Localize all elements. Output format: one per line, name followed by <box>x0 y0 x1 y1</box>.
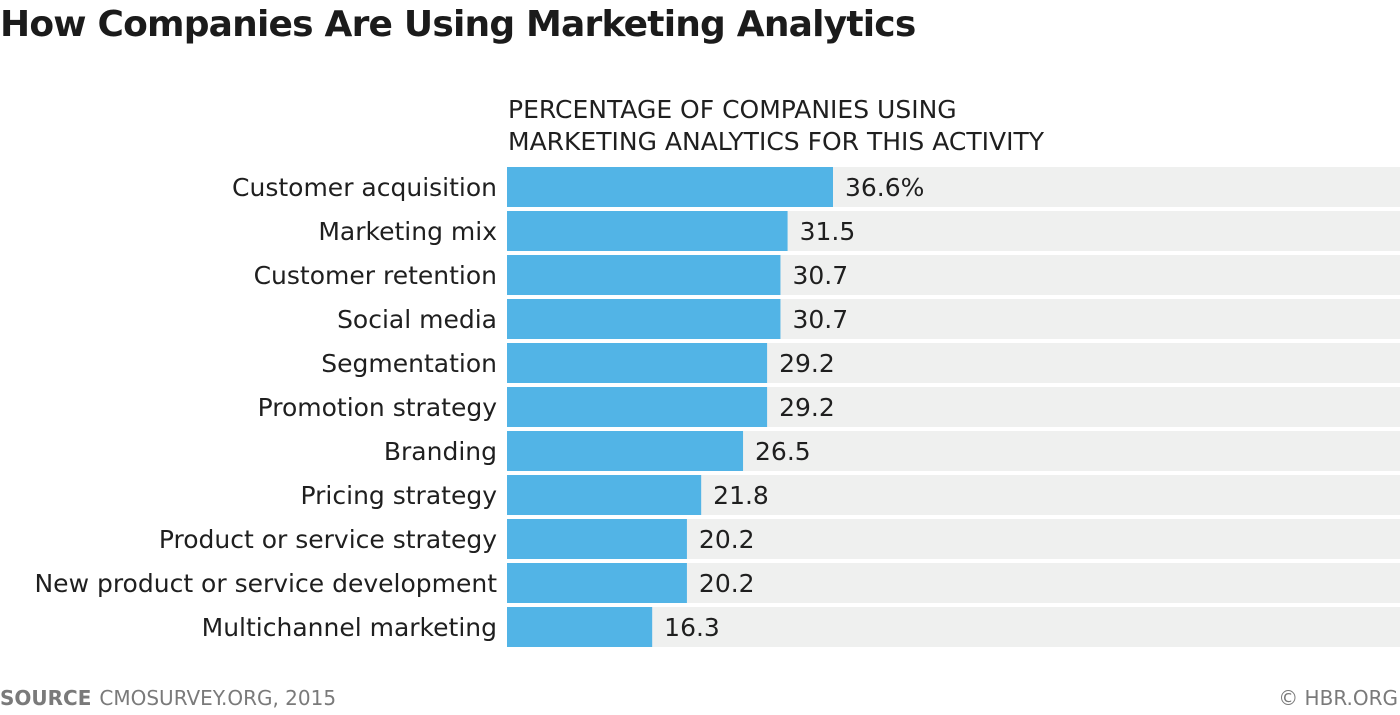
value-label: 16.3 <box>664 613 720 642</box>
bar <box>507 211 788 251</box>
bar <box>507 475 702 515</box>
category-label: Social media <box>337 305 497 334</box>
category-label: Customer acquisition <box>232 173 497 202</box>
bar <box>507 299 781 339</box>
bar <box>507 607 653 647</box>
copyright: © HBR.ORG <box>1278 686 1398 710</box>
value-label: 21.8 <box>713 481 769 510</box>
value-label: 29.2 <box>779 349 835 378</box>
source-note: SOURCE CMOSURVEY.ORG, 2015 <box>0 686 336 710</box>
value-label: 36.6% <box>845 173 924 202</box>
chart-subtitle: PERCENTAGE OF COMPANIES USING MARKETING … <box>508 94 1044 158</box>
value-label: 31.5 <box>800 217 856 246</box>
category-label: Multichannel marketing <box>202 613 497 642</box>
category-label: New product or service development <box>34 569 497 598</box>
value-label: 20.2 <box>699 569 755 598</box>
category-label: Product or service strategy <box>159 525 497 554</box>
source-label: SOURCE <box>0 686 92 710</box>
bar <box>507 255 781 295</box>
category-label: Promotion strategy <box>258 393 498 422</box>
value-label: 30.7 <box>792 261 848 290</box>
value-label: 29.2 <box>779 393 835 422</box>
bar <box>507 387 768 427</box>
bar <box>507 167 833 207</box>
category-label: Pricing strategy <box>301 481 498 510</box>
value-label: 30.7 <box>792 305 848 334</box>
subtitle-line-2: MARKETING ANALYTICS FOR THIS ACTIVITY <box>508 127 1045 156</box>
bar <box>507 519 687 559</box>
category-label: Branding <box>384 437 497 466</box>
value-label: 20.2 <box>699 525 755 554</box>
bar <box>507 563 687 603</box>
bar <box>507 431 744 471</box>
category-label: Segmentation <box>321 349 497 378</box>
category-label: Customer retention <box>254 261 497 290</box>
bar-track <box>507 607 1400 647</box>
value-label: 26.5 <box>755 437 811 466</box>
chart-title: How Companies Are Using Marketing Analyt… <box>0 4 916 45</box>
subtitle-line-1: PERCENTAGE OF COMPANIES USING <box>508 95 957 124</box>
category-label: Marketing mix <box>318 217 497 246</box>
source-text: CMOSURVEY.ORG, 2015 <box>99 686 337 710</box>
bar <box>507 343 768 383</box>
